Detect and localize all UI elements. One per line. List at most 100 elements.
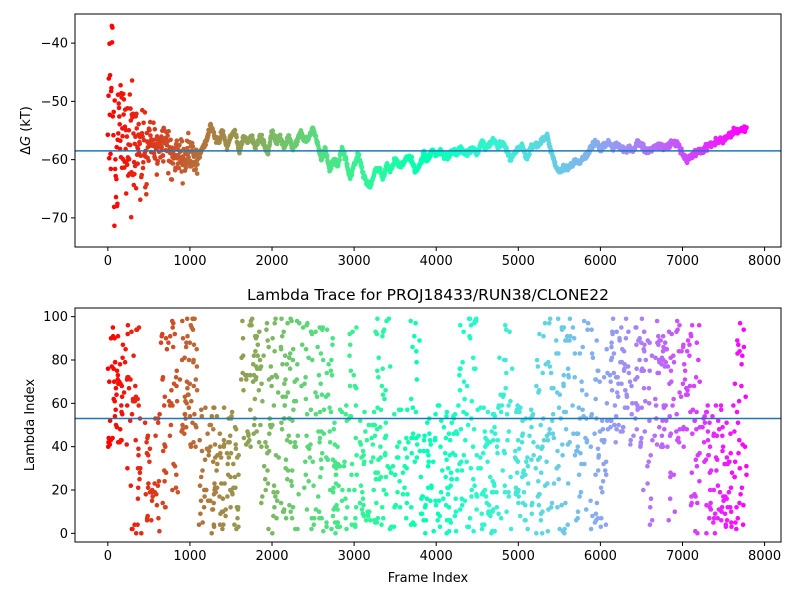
lambda-point [503, 357, 508, 363]
lambda-point [458, 427, 464, 432]
lambda-point [344, 526, 349, 532]
lambda-point [183, 424, 189, 430]
lambda-point [531, 440, 536, 445]
lambda-point [584, 392, 589, 398]
lambda-point [272, 505, 277, 510]
lambda-point [712, 531, 718, 536]
lambda-point [363, 429, 368, 434]
lambda-point [174, 472, 179, 478]
lambda-point [383, 433, 389, 439]
lambda-point [347, 383, 353, 389]
lambda-point [643, 398, 648, 404]
lambda-point [285, 468, 291, 473]
lambda-point [572, 453, 578, 458]
lambda-point [719, 505, 725, 510]
x-tick-label: 7000 [666, 549, 699, 564]
lambda-point [529, 424, 534, 430]
lambda-point [135, 485, 141, 491]
lambda-point [199, 407, 204, 413]
lambda-point [741, 327, 746, 333]
lambda-point [313, 390, 318, 395]
lambda-point [614, 329, 619, 335]
lambda-point [443, 435, 449, 441]
lambda-point [604, 418, 610, 424]
lambda-point [233, 427, 239, 432]
lambda-point [346, 487, 352, 493]
lambda-point [235, 505, 241, 510]
lambda-point [318, 351, 324, 356]
lambda-point [398, 407, 404, 413]
lambda-point [438, 489, 444, 495]
lambda-point [421, 448, 427, 454]
lambda-point [219, 481, 224, 486]
lambda-point [535, 364, 541, 369]
lambda-point [663, 403, 668, 408]
lambda-point [423, 531, 428, 536]
lambda-point [684, 427, 690, 432]
lambda-point [184, 401, 189, 406]
lambda-point [486, 502, 492, 508]
lambda-point [663, 359, 669, 365]
lambda-point [735, 338, 740, 343]
lambda-point [194, 388, 200, 393]
lambda-point [395, 489, 400, 495]
lambda-point [579, 388, 585, 393]
lambda-point [639, 405, 644, 411]
lambda-point [424, 496, 430, 502]
lambda-point [418, 474, 424, 480]
delta-g-points [105, 23, 749, 229]
lambda-point [575, 444, 581, 450]
lambda-point [577, 494, 582, 499]
lambda-point [313, 411, 319, 417]
lambda-point [732, 381, 738, 387]
lambda-point [410, 344, 415, 350]
lambda-point [168, 422, 174, 428]
delta-g-point [409, 154, 415, 160]
delta-g-point [128, 214, 134, 220]
lambda-point [452, 411, 458, 417]
lambda-point [693, 494, 698, 499]
lambda-point [260, 398, 265, 404]
lambda-point [485, 409, 491, 415]
lambda-point [654, 442, 660, 447]
lambda-point [490, 507, 496, 512]
lambda-point [540, 509, 545, 514]
lambda-point [733, 520, 738, 525]
lambda-point [623, 336, 629, 341]
lambda-point [107, 418, 113, 424]
lambda-point [372, 422, 378, 428]
lambda-point [580, 407, 585, 413]
lambda-point [707, 420, 712, 426]
lambda-point [469, 487, 475, 493]
lambda-point [414, 377, 420, 382]
lambda-point [650, 437, 655, 443]
lambda-point [125, 331, 130, 337]
delta-g-point [744, 125, 749, 130]
lambda-point [138, 466, 143, 471]
lambda-point [421, 437, 427, 443]
lambda-point [659, 362, 664, 367]
lambda-point [288, 509, 294, 514]
lambda-point [135, 396, 140, 402]
lambda-point [700, 424, 705, 430]
lambda-point [676, 440, 682, 445]
delta-g-point [141, 160, 146, 165]
delta-g-point [108, 166, 114, 172]
lambda-point [521, 489, 527, 495]
lambda-point [579, 379, 584, 385]
lambda-point [186, 405, 192, 411]
delta-g-point [337, 157, 343, 163]
lambda-point [694, 340, 700, 346]
lambda-point [537, 455, 543, 460]
lambda-point [363, 518, 369, 523]
lambda-point [282, 353, 288, 359]
lambda-point [635, 405, 641, 411]
lambda-point [452, 513, 458, 519]
lambda-point [271, 403, 277, 408]
lambda-point [328, 409, 334, 415]
lambda-point [499, 403, 505, 408]
delta-g-point [121, 97, 127, 102]
lambda-point [504, 509, 509, 514]
lambda-point [602, 468, 608, 473]
lambda-point [516, 487, 521, 493]
